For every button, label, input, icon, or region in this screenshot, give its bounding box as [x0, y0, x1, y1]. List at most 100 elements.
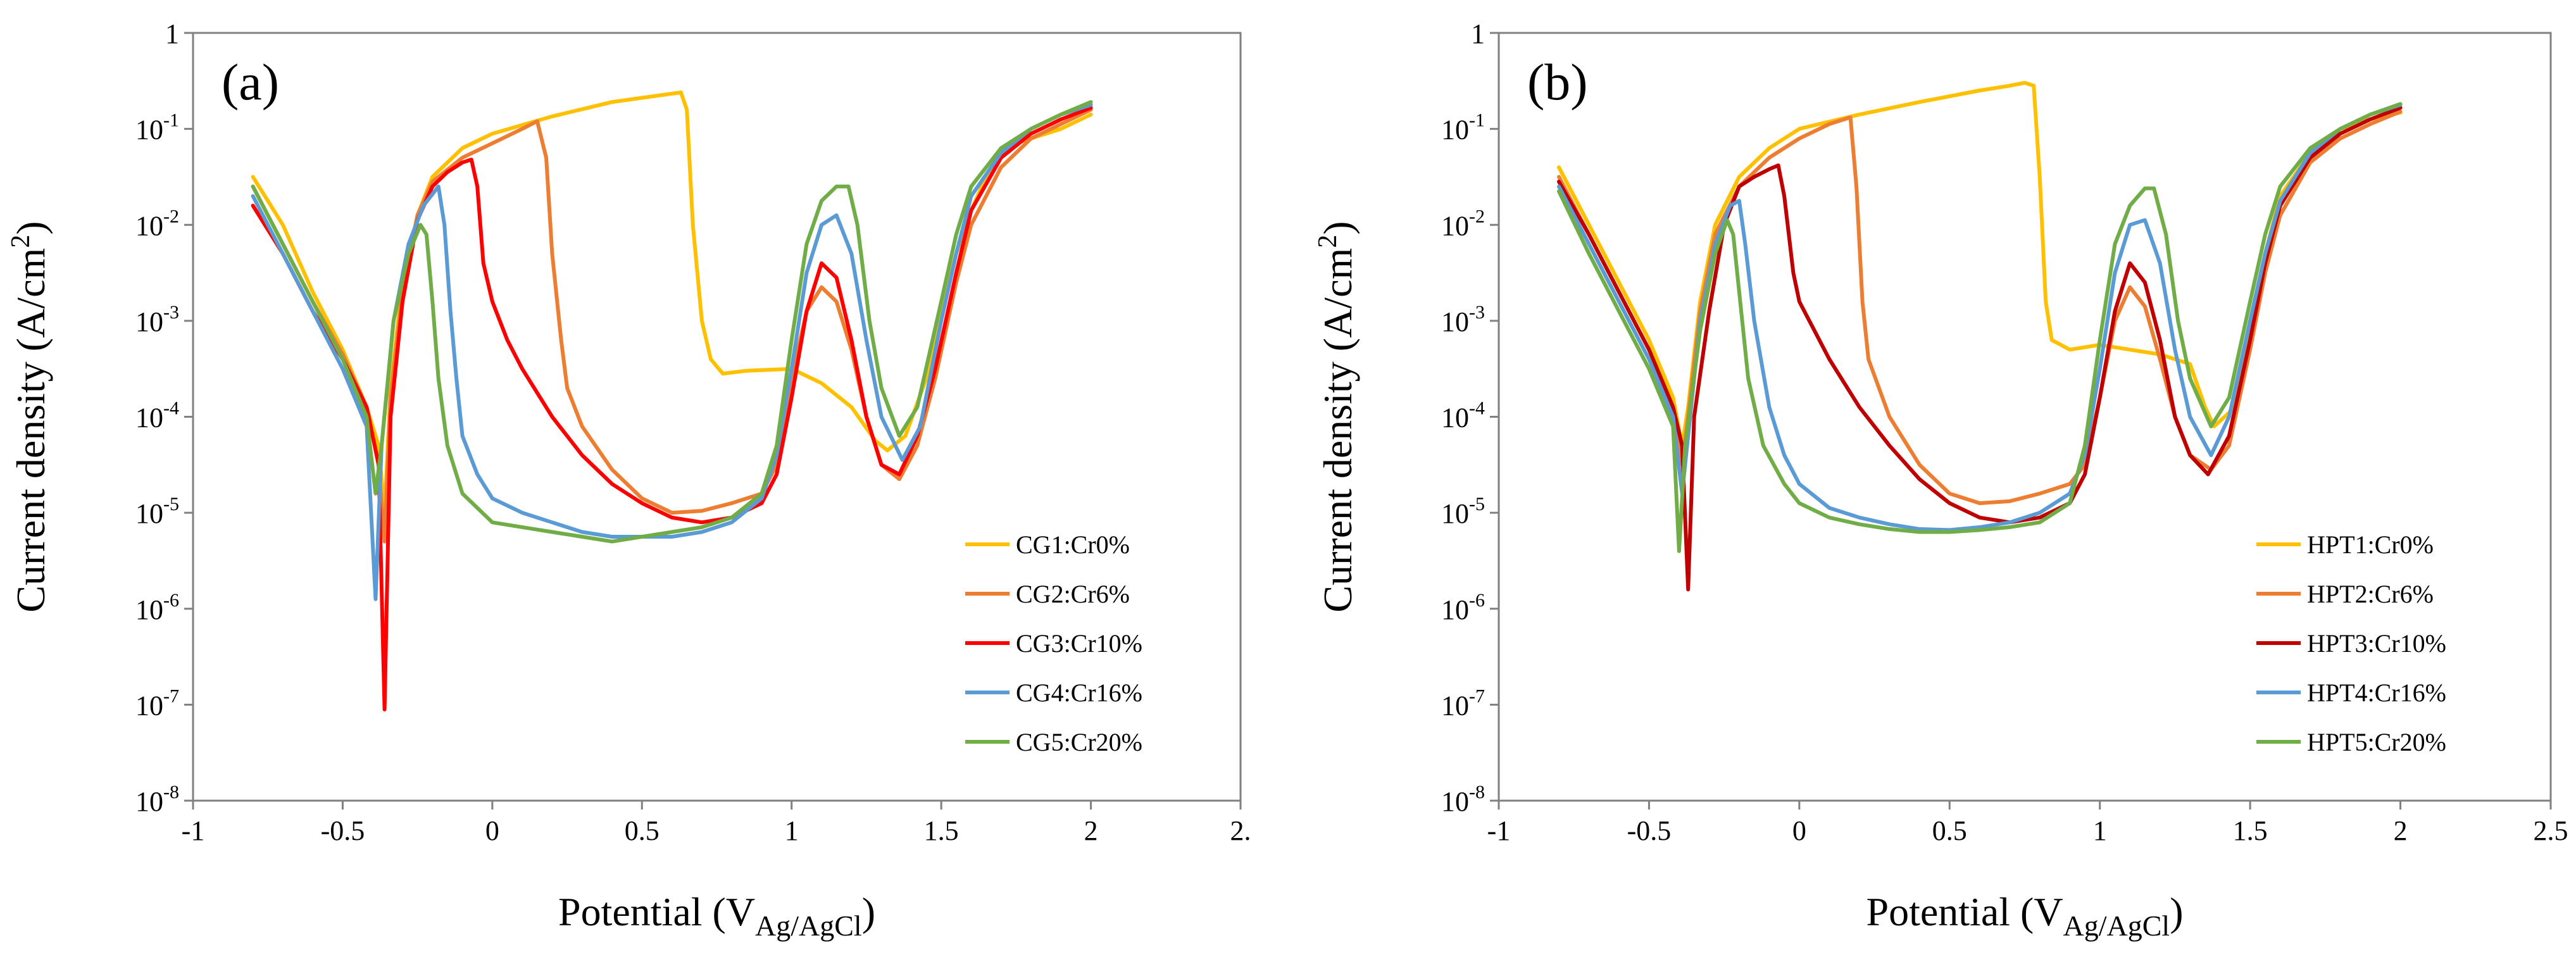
x-tick-label: 2	[2394, 815, 2408, 846]
y-tick-exponent: -5	[163, 494, 179, 515]
x-tick-label: -1	[1487, 815, 1511, 846]
x-axis-title: Potential (VAg/AgCl)	[1866, 889, 2183, 942]
y-tick-label: 10-3	[135, 302, 179, 337]
y-axis-title-superscript: 2	[6, 235, 35, 248]
y-tick-label: 10-7	[1441, 685, 1485, 721]
series-line-2	[251, 108, 1093, 544]
y-tick-label: 10-1	[1441, 110, 1485, 146]
y-tick-base: 10	[1441, 690, 1469, 721]
y-tick-base: 10	[135, 594, 163, 625]
series-line-5	[1557, 102, 2403, 553]
x-axis-title-close: )	[862, 889, 875, 934]
y-tick-base: 10	[135, 786, 163, 817]
series-group	[1557, 80, 2403, 592]
panel-b: -1 -0.5 0 0.5 1 1.5 2 2.5110-110-210-310-410-51…	[1313, 18, 2568, 942]
y-axis-title: Current density (A/cm2)	[6, 221, 53, 612]
y-tick-label: 1	[165, 18, 179, 49]
x-axis-title: Potential (VAg/AgCl)	[558, 889, 875, 942]
series-line-4	[251, 103, 1093, 601]
x-axis-title-subscript: Ag/AgCl	[2063, 910, 2170, 942]
y-tick-label: 10-5	[135, 494, 179, 529]
y-tick-exponent: -8	[163, 782, 179, 803]
legend-label: HPT5:Cr20%	[2307, 728, 2446, 756]
y-tick-base: 10	[1441, 115, 1469, 146]
y-tick-exponent: -8	[1469, 782, 1485, 803]
y-tick-base: 10	[1441, 306, 1469, 337]
x-tick-label: -1	[182, 815, 205, 846]
legend: HPT1:Cr0% HPT2:Cr6% HPT3:Cr10% HPT4:Cr16% HP…	[2256, 530, 2446, 756]
series-line-5	[251, 100, 1093, 544]
y-tick-label: 10-5	[1441, 494, 1485, 529]
x-tick-label: 2	[1084, 815, 1098, 846]
y-tick-exponent: -5	[1469, 494, 1485, 515]
y-tick-exponent: -1	[163, 110, 179, 131]
y-tick-exponent: -7	[163, 685, 179, 706]
y-tick-label: 10-4	[135, 398, 179, 434]
y-tick-label: 10-2	[1441, 206, 1485, 241]
y-tick-base: 10	[1441, 594, 1469, 625]
x-tick-label: 1	[2093, 815, 2107, 846]
legend-label: HPT3:Cr10%	[2307, 629, 2446, 658]
y-axis-title-main: Current density (A/cm	[8, 248, 53, 613]
y-tick-base: 10	[1441, 403, 1469, 434]
x-axis-title-main: Potential (V	[558, 889, 755, 934]
x-axis-title-subscript: Ag/AgCl	[755, 910, 862, 942]
y-tick-exponent: -1	[1469, 110, 1485, 131]
y-tick-label: 10-6	[135, 590, 179, 625]
y-tick-label: 10-3	[1441, 302, 1485, 337]
y-tick-label: 1	[1471, 18, 1485, 49]
y-tick-base: 10	[135, 498, 163, 529]
y-tick-label: 10-6	[1441, 590, 1485, 625]
y-tick-label: 10-8	[1441, 782, 1485, 817]
y-tick-exponent: -2	[1469, 206, 1485, 227]
legend-label: HPT2:Cr6%	[2307, 580, 2434, 608]
y-tick-base: 10	[135, 115, 163, 146]
series-group	[251, 91, 1093, 711]
x-tick-label: 0	[1792, 815, 1806, 846]
y-axis-title-close: )	[1315, 221, 1360, 234]
x-axis-title-close: )	[2170, 889, 2183, 934]
y-axis-title-superscript: 2	[1313, 235, 1342, 248]
y-tick-exponent: -2	[163, 206, 179, 227]
legend: CG1:Cr0% CG2:Cr6% CG3:Cr10% CG4:Cr16% CG5:Cr…	[965, 530, 1142, 756]
y-axis-title: Current density (A/cm2)	[1313, 221, 1360, 612]
y-tick-exponent: -4	[163, 398, 179, 419]
x-tick-label: 0	[485, 815, 499, 846]
legend-label: CG4:Cr16%	[1016, 679, 1142, 707]
y-tick-base: 10	[1441, 498, 1469, 529]
legend-label: CG5:Cr20%	[1016, 728, 1142, 756]
y-tick-exponent: -3	[163, 302, 179, 323]
y-tick-label: 10-1	[135, 110, 179, 146]
panel-label: (a)	[222, 53, 279, 111]
y-axis-title-main: Current density (A/cm	[1315, 248, 1360, 613]
x-tick-label: 0.5	[1932, 815, 1967, 846]
legend-label: CG3:Cr10%	[1016, 629, 1142, 658]
series-line-1	[251, 91, 1093, 515]
legend-label: CG1:Cr0%	[1016, 530, 1130, 559]
panel-a: -1 -0.5 0 0.5 1 1.5 2 2.110-110-210-310-410-510…	[6, 18, 1251, 942]
y-tick-base: 10	[135, 210, 163, 241]
legend-label: HPT4:Cr16%	[2307, 679, 2446, 707]
panel-label: (b)	[1527, 53, 1588, 111]
y-tick-exponent: -3	[1469, 302, 1485, 323]
y-tick-base: 10	[1441, 786, 1469, 817]
x-tick-label: -0.5	[1627, 815, 1672, 846]
y-tick-base: 10	[1441, 210, 1469, 241]
x-tick-label: -0.5	[321, 815, 365, 846]
series-line-1	[1557, 80, 2403, 447]
x-tick-label: 2.5	[2534, 815, 2568, 846]
y-tick-exponent: -6	[1469, 590, 1485, 611]
x-axis-title-main: Potential (V	[1866, 889, 2063, 934]
legend-label: HPT1:Cr0%	[2307, 530, 2434, 559]
y-tick-label: 10-4	[1441, 398, 1485, 434]
y-tick-exponent: -4	[1469, 398, 1485, 419]
legend-label: CG2:Cr6%	[1016, 580, 1130, 608]
x-tick-label: 1.5	[2233, 815, 2268, 846]
x-tick-label: 1	[785, 815, 799, 846]
x-tick-label: 2.	[1230, 815, 1251, 846]
y-tick-base: 1	[165, 18, 179, 49]
y-tick-base: 10	[135, 690, 163, 721]
y-tick-label: 10-7	[135, 685, 179, 721]
y-tick-exponent: -6	[163, 590, 179, 611]
